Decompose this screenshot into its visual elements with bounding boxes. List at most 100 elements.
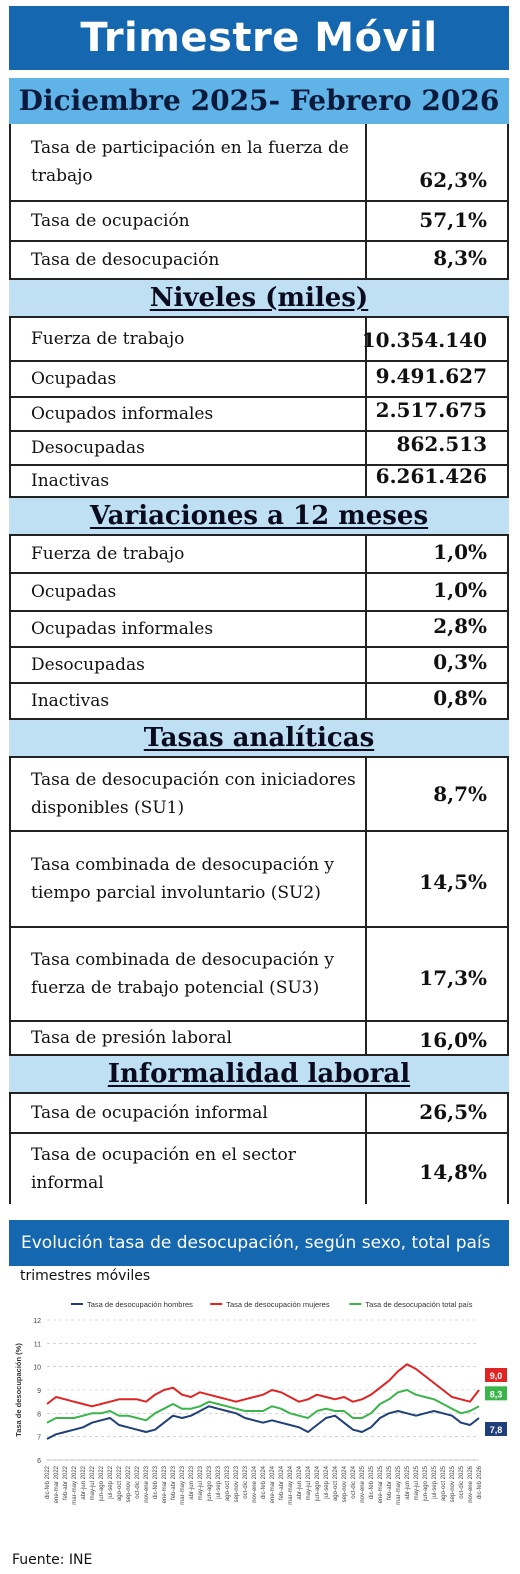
x-tick-label: abr-jun 2022 [81,1465,87,1499]
x-tick-label: mar-may 2022 [72,1465,78,1504]
row-value: 0,3% [367,648,509,682]
x-tick-label: nov-ene 2023 [144,1465,150,1502]
y-tick-label: 8 [37,1411,41,1418]
legend-label: Tasa de desocupación hombres [87,1300,193,1309]
row-label: Fuerza de trabajo [9,536,367,572]
table-row: Fuerza de trabajo 10.354.140 [9,318,509,362]
x-tick-label: sep-nov 2024 [342,1465,348,1502]
table-row: Desocupadas 0,3% [9,648,509,684]
series-line [46,1405,480,1440]
x-tick-label: ago-oct 2024 [333,1465,339,1501]
row-value: 862.513 [367,432,509,464]
row-value: 14,5% [367,832,509,926]
x-tick-label: abr-jun 2023 [189,1465,195,1499]
table-row: Inactivas 0,8% [9,684,509,720]
table-row: Ocupadas informales 2,8% [9,612,509,648]
end-value-badge [485,1368,507,1382]
row-label: Tasa combinada de desocupación y fuerza … [9,928,367,1020]
x-tick-label: jul-sep 2024 [324,1465,330,1499]
source-footer: Fuente: INE [12,1552,93,1568]
x-tick-label: feb-abr 2023 [171,1465,177,1500]
x-tick-label: sep-nov 2025 [450,1465,456,1502]
end-value-label: 7,8 [490,1425,503,1435]
x-tick-label: jun-ago 2022 [99,1465,105,1502]
y-tick-label: 6 [37,1458,41,1465]
x-tick-label: may-jul 2024 [306,1465,312,1500]
x-tick-label: feb-abr 2025 [387,1465,393,1500]
section-analytic-title: Tasas analíticas [9,720,509,758]
x-tick-label: jul-sep 2023 [216,1465,222,1499]
row-label: Tasa de ocupación en el sector informal [9,1134,367,1204]
row-value: 8,7% [367,758,509,830]
y-tick-label: 9 [37,1388,41,1395]
section-informality-title: Informalidad laboral [9,1056,509,1094]
row-value: 16,0% [367,1022,509,1054]
end-value-badge [485,1386,507,1401]
x-tick-label: mar-may 2023 [180,1465,186,1504]
x-tick-label: may-jul 2022 [90,1465,96,1500]
end-value-label: 9,0 [490,1371,503,1381]
end-value-label: 8,3 [490,1389,503,1399]
row-value: 1,0% [367,574,509,610]
y-tick-label: 7 [37,1435,41,1442]
table-row: Tasa de desocupación 8,3% [9,242,509,280]
x-tick-label: dic-feb 2022 [45,1465,51,1499]
y-tick-label: 11 [34,1341,41,1348]
series-line [46,1389,480,1424]
legend-label: Tasa de desocupación mujeres [226,1300,330,1309]
x-tick-label: oct-dic 2024 [351,1465,357,1498]
section-variations-title: Variaciones a 12 meses [9,498,509,536]
row-label: Ocupadas [9,362,367,396]
row-value: 2,8% [367,612,509,646]
table-row: Tasa combinada de desocupación y fuerza … [9,928,509,1022]
row-value: 10.354.140 [362,318,509,360]
table-row: Ocupadas 9.491.627 [9,362,509,398]
row-label: Tasa de desocupación [9,242,367,278]
row-label: Tasa de presión laboral [9,1022,367,1054]
row-label: Inactivas [9,684,367,718]
x-tick-label: ene-mar 2025 [378,1465,384,1503]
x-tick-label: may-jul 2023 [198,1465,204,1500]
row-label: Tasa de participación en la fuerza de tr… [9,124,367,200]
x-tick-label: mar-may 2025 [396,1465,402,1504]
row-value: 14,8% [367,1134,509,1204]
x-tick-label: sep-nov 2023 [234,1465,240,1502]
period-banner: Diciembre 2025- Febrero 2026 [9,78,509,124]
x-tick-label: feb-abr 2024 [279,1465,285,1500]
row-value: 1,0% [367,536,509,572]
x-tick-label: oct-dic 2025 [459,1465,465,1498]
y-tick-label: 10 [33,1365,41,1372]
x-tick-label: mar-may 2024 [288,1465,294,1504]
row-label: Tasa de ocupación [9,202,367,240]
x-tick-label: nov-ene 2024 [252,1465,258,1502]
row-value: 2.517.675 [367,398,509,430]
row-label: Desocupadas [9,648,367,682]
table-row: Tasa de participación en la fuerza de tr… [9,124,509,202]
table-row: Desocupadas 862.513 [9,432,509,466]
x-tick-label: oct-dic 2023 [243,1465,249,1498]
x-tick-label: jul-sep 2022 [108,1465,114,1499]
x-tick-label: nov-ene 2025 [360,1465,366,1502]
row-value: 9.491.627 [367,362,509,396]
table-row: Tasa de ocupación en el sector informal … [9,1134,509,1204]
x-tick-label: sep-nov 2022 [126,1465,132,1502]
table-row: Fuerza de trabajo 1,0% [9,536,509,574]
x-tick-label: ene-mar 2022 [54,1465,60,1503]
row-value: 17,3% [367,928,509,1020]
table-row: Tasa combinada de desocupación y tiempo … [9,832,509,928]
row-label: Tasa de ocupación informal [9,1094,367,1132]
x-tick-label: ene-mar 2024 [270,1465,276,1503]
chart-header: Evolución tasa de desocupación, según se… [9,1220,509,1266]
x-tick-label: feb-abr 2022 [63,1465,69,1500]
row-label: Ocupados informales [9,398,367,430]
page-title: Trimestre Móvil [9,6,509,70]
table-row: Ocupados informales 2.517.675 [9,398,509,432]
end-value-badge [485,1422,507,1436]
row-value: 6.261.426 [367,464,509,496]
x-tick-label: dic-feb 2026 [477,1465,483,1499]
section-levels-title: Niveles (miles) [9,280,509,318]
row-label: Tasa combinada de desocupación y tiempo … [9,832,367,926]
row-label: Tasa de desocupación con iniciadores dis… [9,758,367,830]
x-tick-label: abr-jun 2024 [297,1465,303,1499]
x-tick-label: abr-jun 2025 [405,1465,411,1499]
